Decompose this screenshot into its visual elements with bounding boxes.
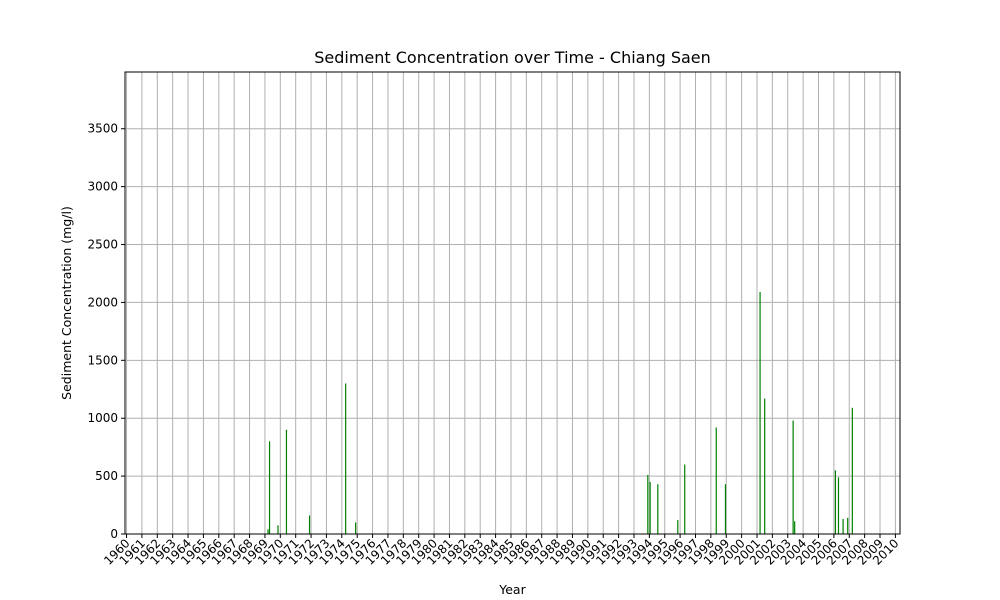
y-tick-label: 500 bbox=[95, 469, 118, 483]
grid bbox=[125, 72, 900, 535]
y-tick-label: 0 bbox=[110, 527, 118, 541]
y-tick-label: 3500 bbox=[87, 122, 118, 136]
bar bbox=[792, 420, 794, 534]
x-axis-ticks: 1960196119621963196419651966196719681969… bbox=[101, 534, 902, 568]
bar bbox=[647, 474, 649, 534]
bar bbox=[834, 470, 837, 534]
y-tick-label: 1500 bbox=[87, 353, 118, 367]
bar bbox=[847, 517, 849, 534]
bar bbox=[842, 518, 844, 534]
y-tick-label: 2500 bbox=[87, 238, 118, 252]
bar bbox=[267, 529, 269, 534]
y-axis-title: Sediment Concentration (mg/l) bbox=[59, 206, 74, 400]
bar bbox=[794, 521, 796, 534]
bar bbox=[285, 429, 288, 534]
bar bbox=[837, 477, 840, 534]
bar bbox=[764, 398, 766, 534]
bar bbox=[308, 515, 311, 534]
plot-frame bbox=[124, 71, 901, 535]
bar bbox=[851, 407, 853, 534]
bar bbox=[715, 427, 717, 534]
x-axis-title: Year bbox=[498, 582, 526, 597]
bar bbox=[277, 525, 279, 534]
y-tick-label: 1000 bbox=[87, 411, 118, 425]
bar bbox=[345, 383, 347, 534]
bar bbox=[759, 292, 761, 534]
bar bbox=[724, 484, 727, 534]
bar bbox=[657, 484, 659, 534]
bar bbox=[355, 522, 357, 534]
bar bbox=[268, 441, 271, 534]
bar bbox=[649, 481, 651, 534]
y-tick-label: 2000 bbox=[87, 295, 118, 309]
bars bbox=[267, 292, 853, 534]
y-tick-label: 3000 bbox=[87, 180, 118, 194]
y-axis-ticks: 0 500 1000 1500 2000 2500 3000 3500 bbox=[87, 122, 125, 541]
chart-title: Sediment Concentration over Time - Chian… bbox=[314, 48, 711, 67]
bar bbox=[684, 464, 686, 534]
bar bbox=[677, 520, 679, 534]
